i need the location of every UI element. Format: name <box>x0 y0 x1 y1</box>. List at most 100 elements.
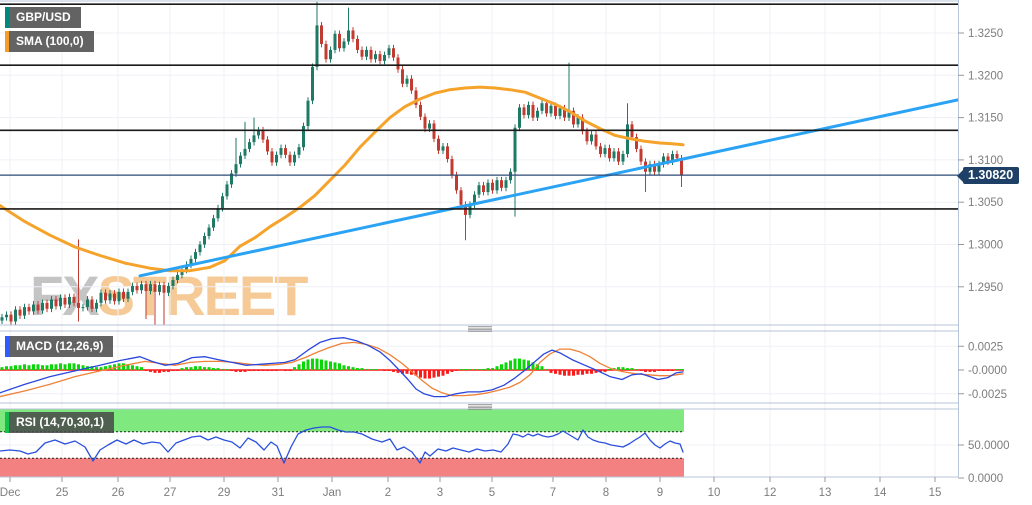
macd-histogram-bar <box>293 367 296 370</box>
macd-histogram-bar <box>140 367 143 370</box>
candle-bearish <box>599 146 602 154</box>
candle-bullish <box>567 110 571 118</box>
candle-bullish <box>576 117 580 125</box>
macd-line <box>0 337 684 398</box>
macd-histogram-bar <box>104 366 107 370</box>
macd-histogram-bar <box>351 367 355 370</box>
macd-histogram-bar <box>630 368 634 370</box>
candle-bullish <box>126 291 130 299</box>
macd-histogram-bar <box>482 369 485 370</box>
macd-histogram-bar <box>189 367 193 370</box>
macd-histogram-bar <box>671 370 674 371</box>
macd-signal-line <box>0 341 684 398</box>
macd-histogram-bar <box>126 364 130 370</box>
candle-bearish <box>378 54 382 61</box>
macd-histogram-bar <box>495 366 499 370</box>
macd-histogram-bar <box>653 370 656 372</box>
macd-histogram-bar <box>90 366 94 370</box>
macd-histogram-bar <box>338 363 341 370</box>
macd-histogram-bar <box>45 365 49 370</box>
macd-histogram-bar <box>450 370 454 372</box>
macd-histogram-bar <box>585 370 589 374</box>
macd-axis-label: 0.0025 <box>968 341 1003 353</box>
macd-histogram-bar <box>491 368 494 370</box>
macd-histogram-bar <box>599 370 602 372</box>
instrument-label[interactable]: GBP/USD <box>5 7 81 28</box>
rsi-axis-label: 0.0000 <box>968 473 1003 485</box>
macd-histogram-bar <box>419 370 422 378</box>
macd-histogram-bar <box>347 366 350 370</box>
price-axis-label: 1.3000 <box>968 240 1003 252</box>
candle-bearish <box>351 30 355 39</box>
candle-bearish <box>77 302 80 308</box>
candle-bearish <box>414 90 418 105</box>
macd-histogram-bar <box>149 370 152 372</box>
time-axis-label: 14 <box>874 487 887 499</box>
macd-histogram-bar <box>252 370 256 371</box>
macd-histogram-bar <box>23 364 26 370</box>
candle-bearish <box>432 123 436 139</box>
rsi-overbought-band <box>0 409 684 432</box>
macd-histogram-bar <box>572 370 575 376</box>
candle-bullish <box>612 151 616 159</box>
candle-bullish <box>621 153 625 162</box>
macd-histogram-bar <box>50 364 53 370</box>
time-axis-label: 2 <box>385 487 391 499</box>
candle-bearish <box>675 153 679 159</box>
candle-bullish <box>221 196 224 209</box>
macd-histogram-bar <box>302 361 305 370</box>
rsi-indicator-label[interactable]: RSI (14,70,30,1) <box>5 412 115 433</box>
candle-bearish <box>122 291 125 299</box>
macd-histogram-bar <box>437 370 440 377</box>
macd-indicator-label[interactable]: MACD (12,26,9) <box>5 336 114 357</box>
macd-histogram-bar <box>644 370 647 372</box>
candle-bullish <box>477 185 481 195</box>
candle-bearish <box>261 130 265 140</box>
candle-bullish <box>131 285 134 292</box>
candle-bullish <box>185 264 188 270</box>
candle-bullish <box>167 285 170 293</box>
candle-bearish <box>500 180 503 188</box>
candle-bearish <box>338 33 341 49</box>
macd-histogram-bar <box>212 368 215 370</box>
candle-bullish <box>68 296 71 305</box>
rsi-oversold-band <box>0 458 684 477</box>
macd-histogram-bar <box>590 370 593 374</box>
panel-resize-grip[interactable] <box>468 326 492 332</box>
macd-histogram-bar <box>167 370 170 372</box>
macd-axis-label: -0.0025 <box>968 389 1007 401</box>
macd-histogram-bar <box>18 365 22 370</box>
macd-histogram-bar <box>513 358 517 370</box>
sma-indicator-label[interactable]: SMA (100,0) <box>5 31 94 52</box>
macd-histogram-bar <box>473 369 476 370</box>
candle-bullish <box>212 218 215 228</box>
macd-histogram-bar <box>680 369 683 370</box>
macd-histogram-bar <box>500 364 503 370</box>
candle-bearish <box>9 314 13 322</box>
macd-histogram-bar <box>441 370 445 376</box>
candle-bullish <box>315 25 319 67</box>
candle-bearish <box>545 103 548 114</box>
macd-histogram-bar <box>275 370 278 371</box>
candle-bullish <box>383 54 386 61</box>
candle-bullish <box>441 146 445 151</box>
candle-bearish <box>666 156 670 162</box>
candle-bullish <box>365 49 368 57</box>
time-axis-label: 26 <box>112 487 125 499</box>
macd-histogram-bar <box>401 370 404 374</box>
macd-histogram-bar <box>14 365 17 370</box>
candle-bullish <box>495 180 499 191</box>
candle-bearish <box>608 148 611 159</box>
macd-histogram-bar <box>207 367 211 370</box>
candle-bullish <box>99 292 103 303</box>
candle-bullish <box>194 252 197 259</box>
macd-histogram-bar <box>387 370 391 371</box>
macd-histogram-bar <box>405 370 409 374</box>
candle-bullish <box>158 285 161 292</box>
macd-histogram-bar <box>423 370 427 379</box>
panel-resize-grip[interactable] <box>468 404 492 410</box>
candle-bullish <box>95 302 98 309</box>
macd-histogram-bar <box>662 370 665 371</box>
candle-bearish <box>680 158 683 176</box>
